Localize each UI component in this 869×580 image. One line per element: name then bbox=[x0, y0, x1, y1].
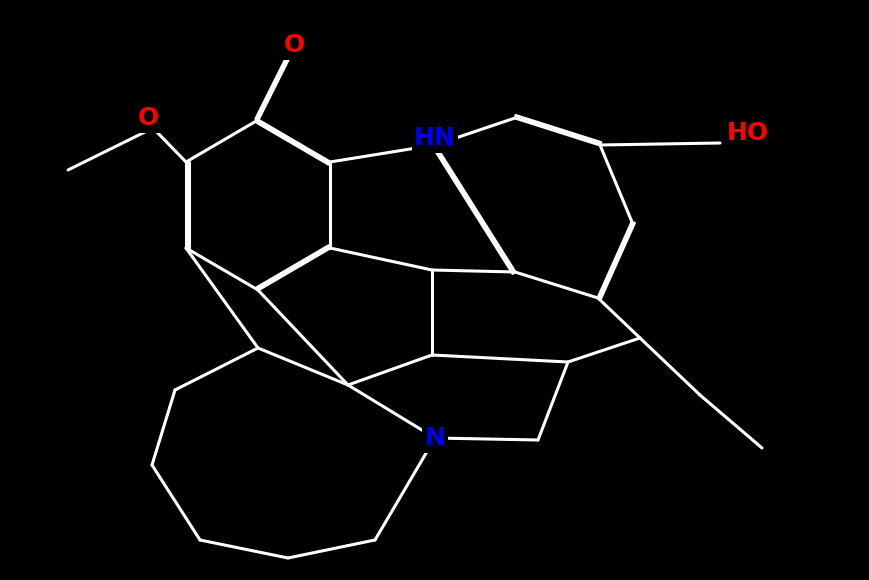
Text: O: O bbox=[137, 106, 158, 130]
Text: O: O bbox=[283, 33, 304, 57]
Text: HN: HN bbox=[414, 126, 455, 150]
Text: HO: HO bbox=[726, 121, 768, 145]
Text: N: N bbox=[424, 426, 445, 450]
